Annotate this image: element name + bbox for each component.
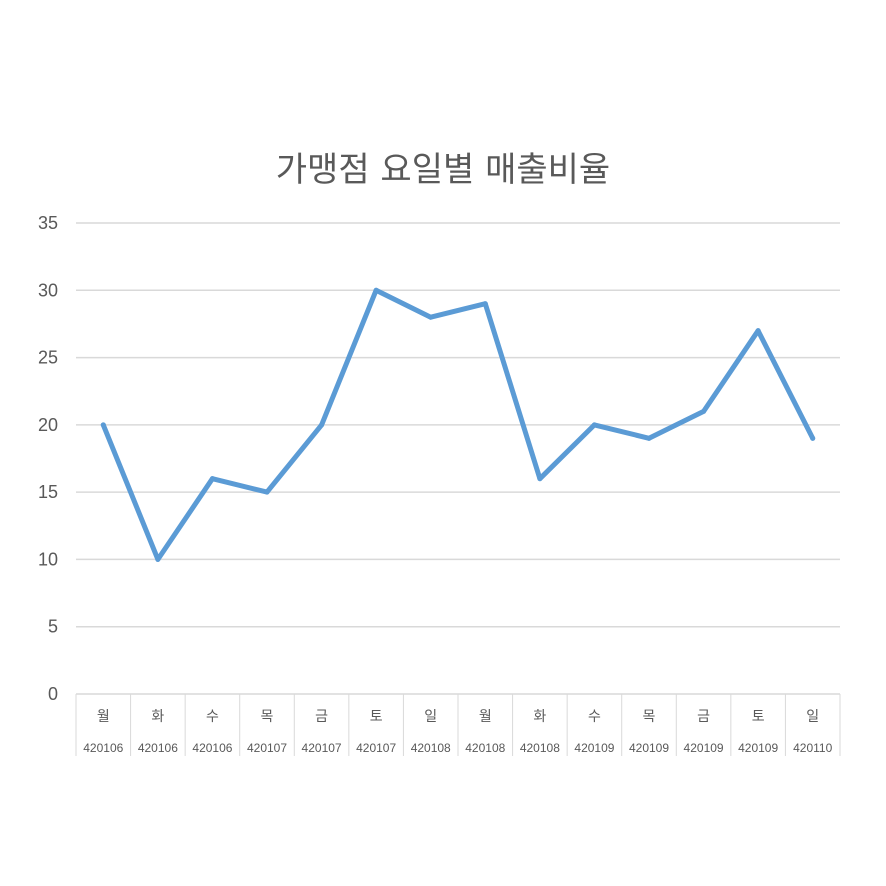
x-category-code-label: 420107 bbox=[302, 741, 342, 755]
x-category-day-label: 목 bbox=[261, 709, 274, 725]
x-category-day-label: 금 bbox=[697, 709, 710, 725]
data-point-8 bbox=[482, 301, 488, 307]
x-category-day-label: 토 bbox=[752, 709, 765, 725]
x-category-code-label: 420109 bbox=[574, 741, 614, 755]
x-category-day-label: 월 bbox=[97, 709, 110, 725]
y-tick-label: 25 bbox=[38, 348, 58, 368]
series-line bbox=[100, 287, 816, 562]
data-point-1 bbox=[100, 422, 106, 428]
data-point-5 bbox=[319, 422, 325, 428]
chart-title: 가맹점 요일별 매출비율 bbox=[275, 150, 611, 190]
x-category-code-label: 420109 bbox=[629, 741, 669, 755]
y-tick-label: 20 bbox=[38, 415, 58, 435]
data-point-9 bbox=[537, 476, 543, 482]
y-tick-label: 0 bbox=[48, 684, 58, 704]
x-category-code-label: 420107 bbox=[247, 741, 287, 755]
x-category-code-label: 420108 bbox=[520, 741, 560, 755]
data-point-11 bbox=[646, 435, 652, 441]
x-category-code-label: 420108 bbox=[411, 741, 451, 755]
x-category-day-label: 수 bbox=[588, 709, 601, 725]
data-point-7 bbox=[428, 314, 434, 320]
x-category-code-label: 420109 bbox=[738, 741, 778, 755]
x-category-day-label: 화 bbox=[151, 709, 164, 725]
y-tick-label: 15 bbox=[38, 482, 58, 502]
data-point-10 bbox=[591, 422, 597, 428]
x-category-day-label: 토 bbox=[370, 709, 383, 725]
x-category-code-label: 420108 bbox=[465, 741, 505, 755]
x-category-code-label: 420109 bbox=[684, 741, 724, 755]
x-category-code-label: 420106 bbox=[83, 741, 123, 755]
x-category-code-label: 420110 bbox=[793, 741, 832, 755]
x-category-code-label: 420107 bbox=[356, 741, 396, 755]
data-point-13 bbox=[755, 328, 761, 334]
x-category-day-label: 수 bbox=[206, 709, 219, 725]
data-point-2 bbox=[155, 556, 161, 562]
data-point-14 bbox=[810, 435, 816, 441]
x-category-code-label: 420106 bbox=[138, 741, 178, 755]
x-category-code-label: 420106 bbox=[192, 741, 232, 755]
y-tick-label: 35 bbox=[38, 213, 58, 233]
x-category-day-label: 일 bbox=[806, 709, 819, 725]
data-point-3 bbox=[209, 476, 215, 482]
x-category-day-label: 월 bbox=[479, 709, 492, 725]
y-tick-label: 30 bbox=[38, 280, 58, 300]
data-point-4 bbox=[264, 489, 270, 495]
data-point-6 bbox=[373, 287, 379, 293]
x-category-day-label: 화 bbox=[533, 709, 546, 725]
y-tick-label: 5 bbox=[48, 617, 58, 637]
data-point-12 bbox=[701, 408, 707, 414]
x-category-day-label: 일 bbox=[424, 709, 437, 725]
y-tick-label: 10 bbox=[38, 549, 58, 569]
x-category-day-label: 목 bbox=[643, 709, 656, 725]
x-category-day-label: 금 bbox=[315, 709, 328, 725]
